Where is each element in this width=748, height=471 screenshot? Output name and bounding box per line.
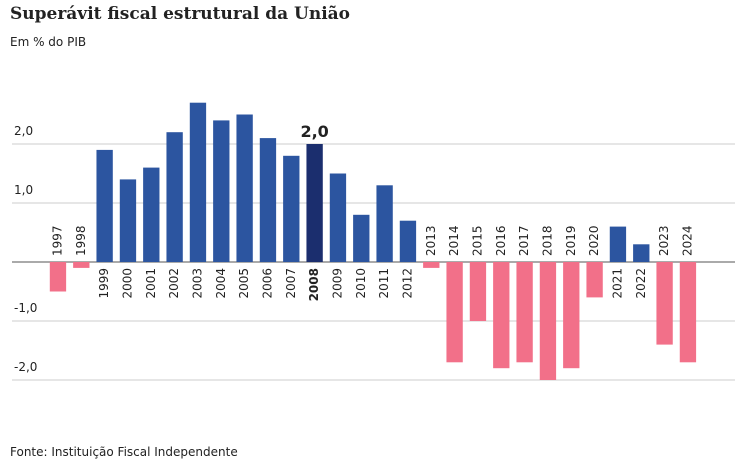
x-tick-label: 2018 <box>540 225 554 256</box>
x-tick-label: 2024 <box>680 225 694 256</box>
x-tick-label: 2023 <box>657 225 671 256</box>
x-tick-label: 2010 <box>354 268 368 299</box>
x-tick-label: 2001 <box>144 268 158 299</box>
bar <box>609 226 627 262</box>
x-tick-label: 2008 <box>307 268 321 301</box>
x-tick-label: 2011 <box>377 268 391 299</box>
bar <box>563 262 580 369</box>
source: Fonte: Instituição Fiscal Independente <box>10 445 238 459</box>
x-tick-label: 2013 <box>424 225 438 256</box>
y-tick-label: 2,0 <box>14 124 33 138</box>
x-tick-label: 2016 <box>494 225 508 256</box>
x-tick-label: 2004 <box>214 268 228 299</box>
bar <box>236 114 253 262</box>
bar <box>96 149 113 262</box>
y-tick-label: -2,0 <box>14 360 37 374</box>
bar <box>586 262 603 298</box>
x-tick-label: 2005 <box>237 268 251 299</box>
x-tick-label: 2021 <box>610 268 624 299</box>
bar <box>49 262 67 292</box>
x-tick-label: 2019 <box>564 225 578 256</box>
bar <box>283 155 300 262</box>
bar <box>143 167 160 262</box>
bar <box>189 102 207 262</box>
bar <box>329 173 347 262</box>
x-tick-label: 1999 <box>97 268 111 299</box>
bar <box>493 262 510 369</box>
bar <box>306 144 323 262</box>
chart-title: Superávit fiscal estrutural da União <box>10 4 350 24</box>
x-tick-label: 2003 <box>190 268 204 299</box>
x-tick-label: 2017 <box>517 225 531 256</box>
bar <box>166 132 183 262</box>
x-tick-label: 2006 <box>260 268 274 299</box>
x-tick-label: 2022 <box>634 268 648 299</box>
bar <box>376 185 393 262</box>
y-tick-label: 1,0 <box>14 183 33 197</box>
x-tick-label: 2012 <box>400 268 414 299</box>
x-tick-label: 2020 <box>587 225 601 256</box>
bar <box>259 138 277 262</box>
bar <box>423 262 440 268</box>
bar <box>633 244 650 262</box>
bar <box>119 179 137 262</box>
bar <box>446 262 463 363</box>
x-tick-label: 1998 <box>74 225 88 256</box>
bar <box>399 220 417 262</box>
value-label: 2,0 <box>300 122 328 141</box>
x-tick-label: 2000 <box>120 268 134 299</box>
x-tick-label: 2002 <box>167 268 181 299</box>
x-tick-label: 2015 <box>470 225 484 256</box>
chart-subtitle: Em % do PIB <box>10 35 86 49</box>
bar <box>213 120 230 263</box>
x-tick-label: 2014 <box>447 225 461 256</box>
x-tick-label: 2007 <box>284 268 298 299</box>
bar <box>679 262 697 363</box>
bar <box>73 262 90 268</box>
y-tick-label: -1,0 <box>14 301 37 315</box>
bar <box>516 262 533 363</box>
x-tick-label: 2009 <box>330 268 344 299</box>
bar <box>539 262 557 380</box>
bar <box>469 262 487 321</box>
bar <box>353 214 370 262</box>
bar <box>656 262 673 345</box>
x-tick-label: 1997 <box>50 225 64 256</box>
